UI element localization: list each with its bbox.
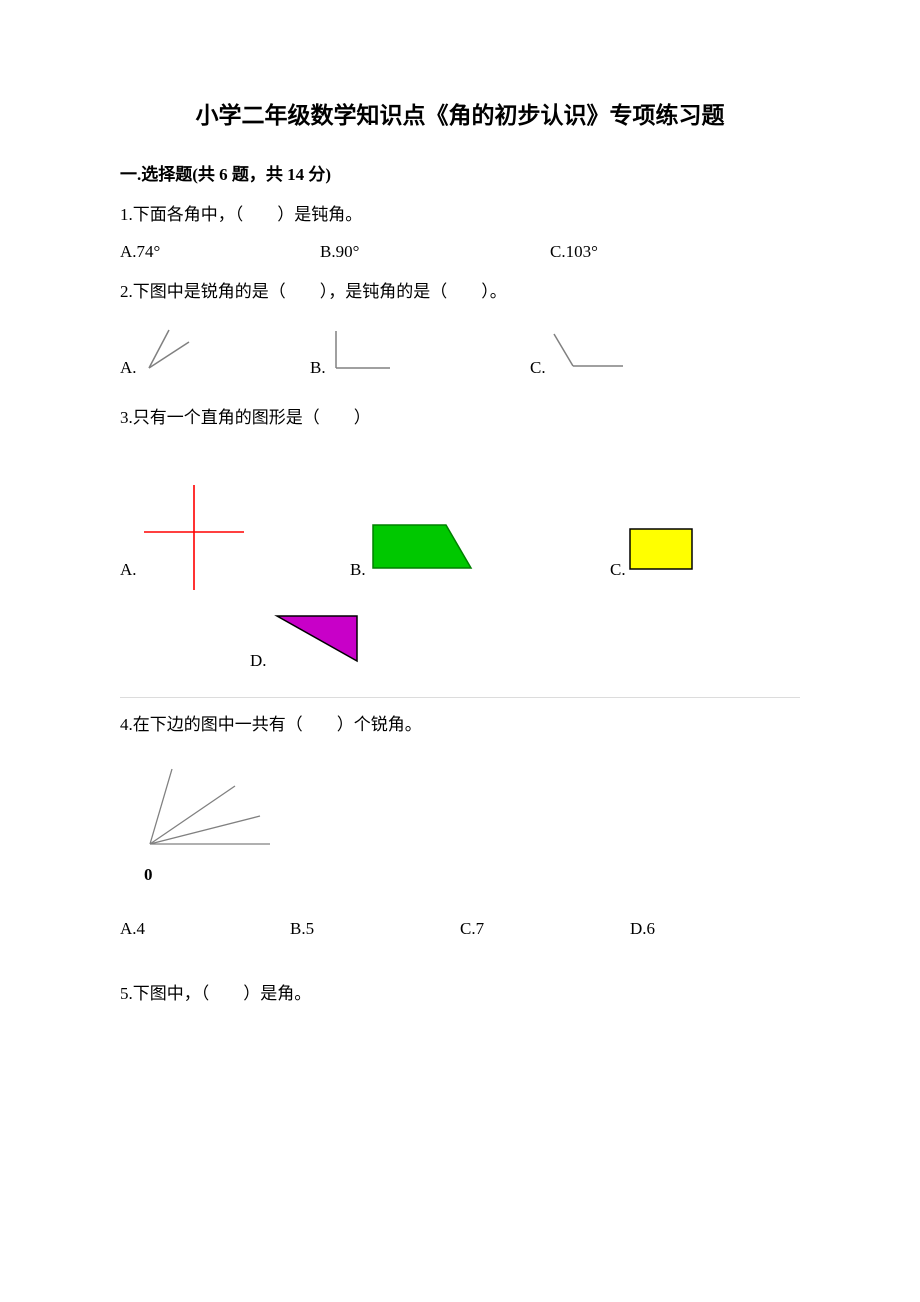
q1-options: A.74° B.90° C.103° — [120, 239, 800, 265]
cross-icon — [139, 480, 249, 603]
angle-fan-icon — [120, 764, 280, 867]
question-3: 3.只有一个直角的图形是（ ） A. B. — [120, 405, 800, 674]
q3-a-label: A. — [120, 557, 137, 583]
section-heading: 一.选择题(共 6 题，共 14 分) — [120, 162, 800, 188]
question-1: 1.下面各角中，（ ）是钝角。 A.74° B.90° C.103° — [120, 202, 800, 265]
q3-option-b: B. — [350, 520, 610, 583]
q4-option-d: D.6 — [630, 916, 655, 942]
right-angle-icon — [328, 328, 398, 381]
q2-option-b: B. — [310, 328, 530, 381]
q2-options: A. B. C. — [120, 328, 800, 381]
triangle-icon — [269, 611, 364, 674]
q3-option-a: A. — [120, 460, 350, 583]
q4-option-a: A.4 — [120, 916, 290, 942]
question-4: 4.在下边的图中一共有（ ）个锐角。 0 A.4 B.5 C.7 D.6 — [120, 712, 800, 941]
page-divider — [120, 697, 800, 698]
q4-figure: 0 — [120, 764, 800, 888]
q2-b-label: B. — [310, 355, 326, 381]
q2-c-label: C. — [530, 355, 546, 381]
q3-option-c: C. — [610, 527, 698, 583]
q2-option-a: A. — [120, 328, 310, 381]
q4-stem: 4.在下边的图中一共有（ ）个锐角。 — [120, 712, 800, 738]
q3-d-label: D. — [250, 648, 267, 674]
question-5: 5.下图中，（ ）是角。 — [120, 981, 800, 1007]
q2-option-c: C. — [530, 328, 628, 381]
q3-options-row2: D. — [120, 611, 800, 674]
q4-option-c: C.7 — [460, 916, 630, 942]
q1-option-c: C.103° — [550, 239, 598, 265]
q1-stem: 1.下面各角中，（ ）是钝角。 — [120, 202, 800, 228]
q2-a-label: A. — [120, 355, 137, 381]
q3-c-label: C. — [610, 557, 626, 583]
obtuse-angle-icon — [548, 328, 628, 381]
question-2: 2.下图中是锐角的是（ ），是钝角的是（ ）。 A. B. — [120, 279, 800, 381]
q5-stem: 5.下图中，（ ）是角。 — [120, 981, 800, 1007]
q3-b-label: B. — [350, 557, 366, 583]
page: 小学二年级数学知识点《角的初步认识》专项练习题 一.选择题(共 6 题，共 14… — [0, 0, 920, 1302]
trapezoid-icon — [368, 520, 478, 583]
acute-angle-icon — [139, 328, 199, 381]
q1-option-b: B.90° — [320, 239, 550, 265]
q2-stem: 2.下图中是锐角的是（ ），是钝角的是（ ）。 — [120, 279, 800, 305]
q3-stem: 3.只有一个直角的图形是（ ） — [120, 405, 800, 431]
rectangle-icon — [628, 527, 698, 583]
q3-option-d: D. — [250, 611, 364, 674]
q1-option-a: A.74° — [120, 239, 320, 265]
page-title: 小学二年级数学知识点《角的初步认识》专项练习题 — [120, 100, 800, 132]
q3-options-row1: A. B. C. — [120, 460, 800, 583]
q4-options: A.4 B.5 C.7 D.6 — [120, 916, 800, 942]
q4-option-b: B.5 — [290, 916, 460, 942]
